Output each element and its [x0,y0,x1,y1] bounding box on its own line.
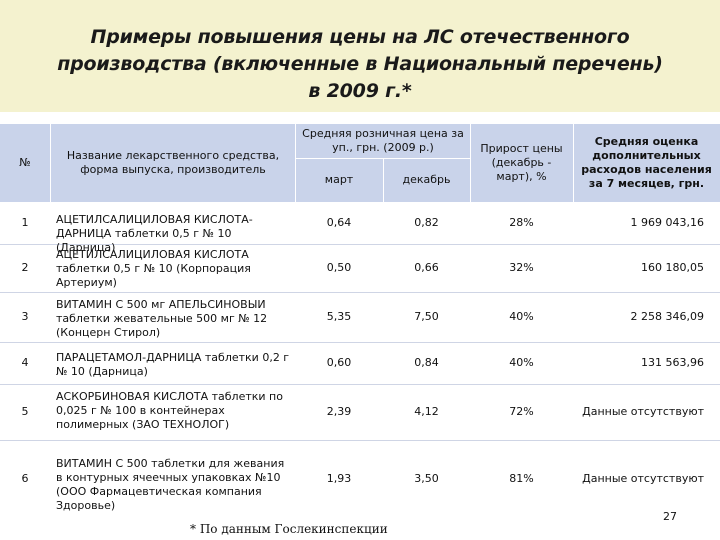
row-1-december: 0,82 [414,216,439,229]
header-divider [50,124,51,202]
row-2-num: 2 [21,261,29,274]
page-number: 27 [663,510,677,523]
row-1-num: 1 [21,216,29,229]
row-3-december: 7,50 [414,310,439,323]
row-5-growth: 72% [509,405,534,418]
row-3-growth: 40% [509,310,534,323]
footnote: * По данным Гослекинспекции [190,522,388,536]
row-divider [0,342,720,343]
row-6-growth: 81% [509,472,534,485]
row-4-name: ПАРАЦЕТАМОЛ-ДАРНИЦА таблетки 0,2 г № 10 … [56,351,290,378]
title-band [0,0,720,112]
title-line-2: производства (включенные в Национальный … [57,53,663,75]
row-divider [0,292,720,293]
row-5-march: 2,39 [326,405,352,418]
row-3-name: ВИТАМИН С 500 мг АПЕЛЬСИНОВЫИ таблетки ж… [56,298,268,339]
row-4-march: 0,60 [326,356,352,369]
header-march: март [324,173,354,186]
header-divider [383,158,384,202]
row-2-extra: 160 180,05 [641,261,704,274]
header-price-group: Средняя розничная цена за уп., грн. (200… [302,127,464,154]
row-4-december: 0,84 [414,356,439,369]
header-divider [295,158,470,159]
row-3-num: 3 [21,310,29,323]
row-2-december: 0,66 [414,261,439,274]
header-extra: Средняя оценка дополнительных расходов н… [581,135,712,190]
header-num: № [19,156,31,169]
header-divider [295,124,296,202]
row-6-march: 1,93 [326,472,352,485]
row-6-december: 3,50 [414,472,439,485]
page-title: Примеры повышения цены на ЛС отечественн… [40,24,680,105]
row-5-extra: Данные отсутствуют [582,405,704,418]
row-6-extra: Данные отсутствуют [582,472,704,485]
row-2-growth: 32% [509,261,534,274]
row-1-extra: 1 969 043,16 [630,216,704,229]
row-4-growth: 40% [509,356,534,369]
row-2-name: АЦЕТИЛСАЛИЦИЛОВАЯ КИСЛОТА таблетки 0,5 г… [56,248,251,289]
title-line-3: в 2009 г.* [308,80,412,102]
header-divider [573,124,574,202]
table-header [0,124,720,202]
row-5-december: 4,12 [414,405,439,418]
row-3-march: 5,35 [326,310,352,323]
header-divider [470,124,471,202]
row-3-extra: 2 258 346,09 [630,310,704,323]
row-1-march: 0,64 [326,216,352,229]
row-divider [0,440,720,441]
row-4-extra: 131 563,96 [641,356,704,369]
row-5-name: АСКОРБИНОВАЯ КИСЛОТА таблетки по 0,025 г… [56,390,283,431]
row-6-num: 6 [21,472,29,485]
header-growth: Прирост цены (декабрь - март), % [480,142,563,183]
row-5-num: 5 [21,405,29,418]
row-2-march: 0,50 [326,261,352,274]
row-4-num: 4 [21,356,29,369]
header-name: Название лекарственного средства, форма … [66,149,280,176]
row-1-growth: 28% [509,216,534,229]
title-line-1: Примеры повышения цены на ЛС отечественн… [90,26,630,48]
header-december: декабрь [402,173,451,186]
row-1-name: АЦЕТИЛСАЛИЦИЛОВАЯ КИСЛОТА-ДАРНИЦА таблет… [56,213,253,254]
row-6-name: ВИТАМИН С 500 таблетки для жевания в кон… [56,457,285,512]
row-divider [0,244,720,245]
row-divider [0,384,720,385]
